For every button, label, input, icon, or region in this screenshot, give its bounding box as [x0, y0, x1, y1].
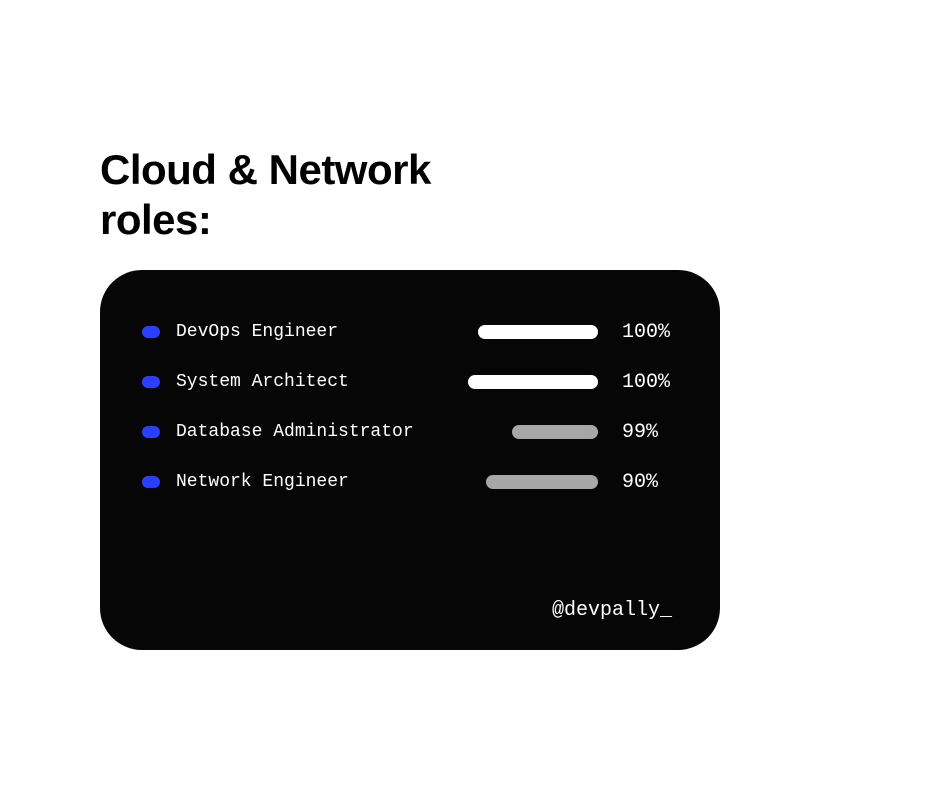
progress-bar — [468, 375, 598, 389]
bullet-icon — [142, 426, 160, 438]
role-row: DevOps Engineer 100% — [142, 318, 678, 346]
roles-list: DevOps Engineer 100% System Architect 10… — [142, 318, 678, 496]
role-label: DevOps Engineer — [176, 322, 338, 342]
progress-bar — [486, 475, 598, 489]
title-line-1: Cloud & Network — [100, 146, 431, 193]
roles-card: DevOps Engineer 100% System Architect 10… — [100, 270, 720, 650]
percent-label: 99% — [622, 421, 678, 444]
author-handle: @devpally_ — [552, 599, 672, 622]
role-label: System Architect — [176, 372, 349, 392]
role-row: Database Administrator 99% — [142, 418, 678, 446]
percent-label: 100% — [622, 371, 678, 394]
progress-bar — [478, 325, 598, 339]
infographic-canvas: Cloud & Network roles: DevOps Engineer 1… — [0, 0, 940, 788]
progress-bar — [512, 425, 598, 439]
page-title: Cloud & Network roles: — [100, 145, 431, 244]
role-row: System Architect 100% — [142, 368, 678, 396]
percent-label: 90% — [622, 471, 678, 494]
percent-label: 100% — [622, 321, 678, 344]
role-label: Network Engineer — [176, 472, 349, 492]
role-label: Database Administrator — [176, 422, 414, 442]
bullet-icon — [142, 326, 160, 338]
bullet-icon — [142, 476, 160, 488]
title-line-2: roles: — [100, 196, 211, 243]
bullet-icon — [142, 376, 160, 388]
role-row: Network Engineer 90% — [142, 468, 678, 496]
